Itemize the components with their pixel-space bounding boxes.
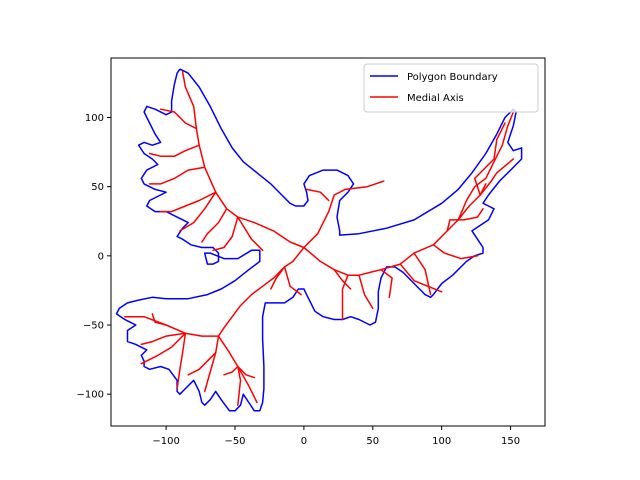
y-tick-label: 50 <box>91 182 104 193</box>
series-medial-axis-segment <box>201 208 228 243</box>
x-tick-label: 150 <box>501 436 520 447</box>
x-axis: −100 −50 0 50 100 150 <box>152 426 520 447</box>
series-medial-axis-segment <box>223 365 239 376</box>
x-tick-label: 0 <box>301 436 307 447</box>
series-medial-axis-segment <box>341 274 349 321</box>
series-medial-axis-segment <box>159 108 198 130</box>
series-medial-axis-segment <box>380 268 393 299</box>
series-polygon-boundary <box>115 68 523 412</box>
y-tick-label: −50 <box>83 321 104 332</box>
x-tick-label: 100 <box>432 436 451 447</box>
series-medial-axis-segment <box>479 158 515 196</box>
series-medial-axis-segment <box>176 332 187 390</box>
series-medial-axis-segment <box>305 188 330 202</box>
y-tick-label: 100 <box>85 113 104 124</box>
legend-label-polygon-boundary: Polygon Boundary <box>407 72 498 83</box>
series-medial-axis-segment <box>148 144 200 157</box>
series-medial-axis-segment <box>148 166 206 185</box>
series-medial-axis-segment <box>187 351 217 376</box>
x-tick-label: 50 <box>366 436 379 447</box>
series-medial-axis-segment <box>446 208 484 232</box>
legend-box <box>363 63 539 113</box>
series-medial-axis-segment <box>151 313 167 326</box>
series-medial-axis-segment <box>237 365 256 379</box>
series-medial-axis-segment <box>457 111 515 221</box>
legend: Polygon Boundary Medial Axis <box>363 63 539 113</box>
series-medial-axis-segment <box>140 332 187 365</box>
series-medial-axis-segment <box>413 252 432 296</box>
series-medial-axis-segment <box>203 335 220 393</box>
series-medial-axis-segment <box>217 246 305 337</box>
series-medial-axis-segment <box>124 315 220 337</box>
series-medial-axis-segment <box>432 244 479 260</box>
series-medial-axis-segment <box>473 122 506 196</box>
series-medial-axis-segment <box>159 191 217 213</box>
y-tick-label: 0 <box>98 251 104 262</box>
series-medial-axis-segment <box>181 71 385 249</box>
legend-label-medial-axis: Medial Axis <box>407 93 464 104</box>
series-medial-axis-segment <box>179 191 217 232</box>
y-axis: −100 −50 0 50 100 <box>77 113 111 401</box>
series-medial-axis-segment <box>270 266 286 290</box>
series-medial-axis-segment <box>237 216 264 252</box>
series-medial-axis-segment <box>283 266 302 296</box>
series-medial-axis-segment <box>399 263 443 293</box>
y-tick-label: −100 <box>77 390 104 401</box>
plot-area <box>115 68 523 412</box>
series-medial-axis-segment <box>140 332 187 346</box>
series-medial-axis-segment <box>358 274 374 310</box>
series-medial-axis-segment <box>303 183 487 276</box>
series-medial-axis-segment <box>333 268 352 290</box>
series-medial-axis-segment <box>212 216 239 252</box>
plot-frame <box>110 57 546 427</box>
series-medial-axis-segment <box>237 365 242 406</box>
x-tick-label: −100 <box>152 436 179 447</box>
x-tick-label: −50 <box>224 436 245 447</box>
